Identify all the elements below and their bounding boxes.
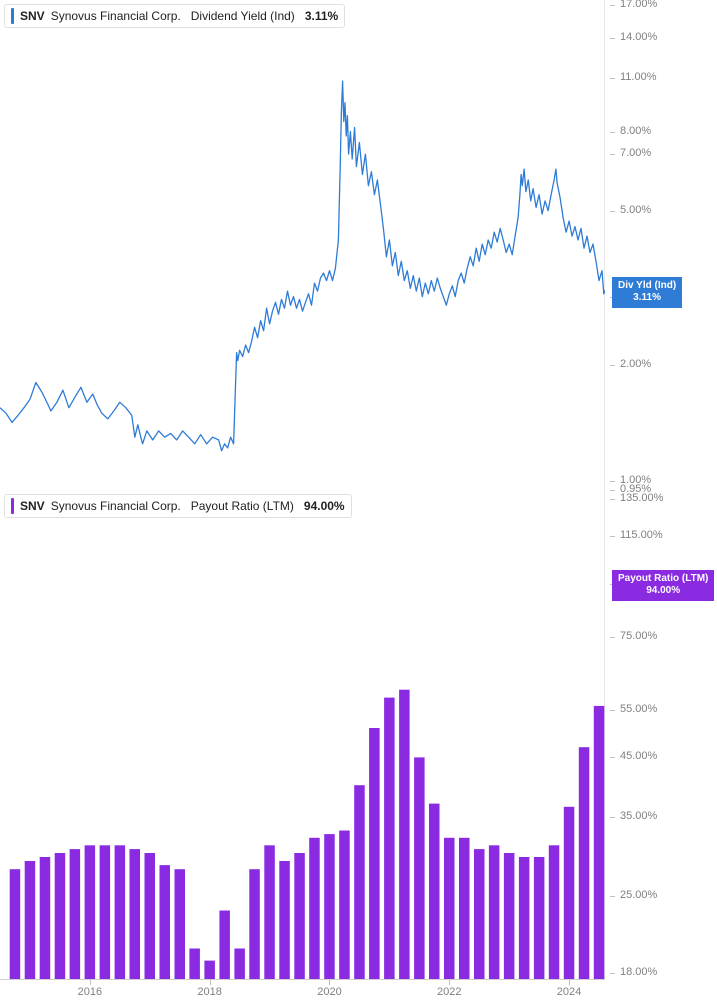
y-tick-label: 8.00% xyxy=(620,125,651,137)
tag1-line2: 3.11% xyxy=(618,292,676,305)
legend-box-2: SNV Synovus Financial Corp. Payout Ratio… xyxy=(4,494,352,518)
x-tick-label: 2022 xyxy=(437,986,461,998)
y-tick-label: 135.00% xyxy=(620,492,663,504)
y-tick-label: 7.00% xyxy=(620,147,651,159)
legend-color-bar-1 xyxy=(11,8,14,24)
dividend-yield-panel: SNV Synovus Financial Corp. Dividend Yie… xyxy=(0,0,717,490)
legend-company-1: Synovus Financial Corp. xyxy=(51,9,181,23)
y-tick-label: 2.00% xyxy=(620,358,651,370)
y-tick-label: 35.00% xyxy=(620,810,657,822)
legend-box-1: SNV Synovus Financial Corp. Dividend Yie… xyxy=(4,4,345,28)
bar-chart-svg[interactable] xyxy=(0,490,605,980)
current-value-tag-2: Payout Ratio (LTM) 94.00% xyxy=(612,570,714,601)
legend-ticker-1: SNV xyxy=(20,9,45,23)
payout-ratio-panel: SNV Synovus Financial Corp. Payout Ratio… xyxy=(0,490,717,980)
legend-color-bar-2 xyxy=(11,498,14,514)
y-tick-label: 55.00% xyxy=(620,703,657,715)
x-tick-label: 2018 xyxy=(197,986,221,998)
y-tick-label: 45.00% xyxy=(620,750,657,762)
y-tick-label: 115.00% xyxy=(620,529,663,541)
x-tick-label: 2024 xyxy=(557,986,581,998)
legend-metric-1: Dividend Yield (Ind) xyxy=(191,9,295,23)
y-tick-label: 17.00% xyxy=(620,0,657,10)
legend-value-2: 94.00% xyxy=(304,499,345,513)
x-tick-label: 2016 xyxy=(78,986,102,998)
tag1-line1: Div Yld (Ind) xyxy=(618,280,676,293)
line-chart-svg[interactable] xyxy=(0,0,605,490)
legend-company-2: Synovus Financial Corp. xyxy=(51,499,181,513)
y-tick-label: 5.00% xyxy=(620,204,651,216)
y-tick-label: 14.00% xyxy=(620,31,657,43)
x-tick-label: 2020 xyxy=(317,986,341,998)
tag2-line2: 94.00% xyxy=(618,585,708,598)
y-tick-label: 25.00% xyxy=(620,889,657,901)
legend-value-1: 3.11% xyxy=(305,9,338,23)
current-value-tag-1: Div Yld (Ind) 3.11% xyxy=(612,277,682,308)
tag2-line1: Payout Ratio (LTM) xyxy=(618,573,708,586)
y-tick-label: 11.00% xyxy=(620,71,657,83)
y-tick-label: 75.00% xyxy=(620,630,657,642)
legend-metric-2: Payout Ratio (LTM) xyxy=(191,499,294,513)
legend-ticker-2: SNV xyxy=(20,499,45,513)
y-tick-label: 18.00% xyxy=(620,966,657,978)
